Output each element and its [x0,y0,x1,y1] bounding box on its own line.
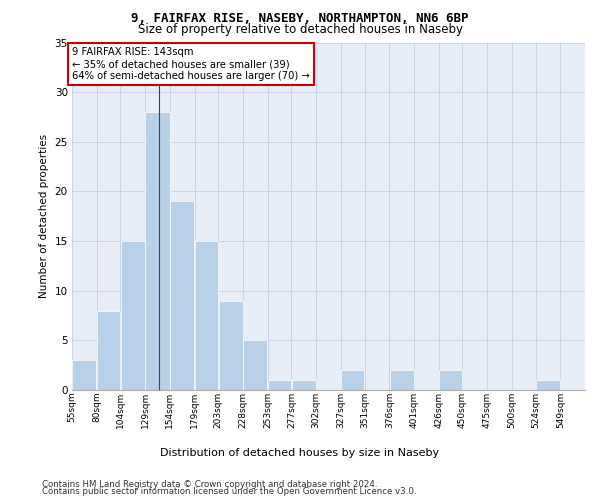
Text: Contains HM Land Registry data © Crown copyright and database right 2024.: Contains HM Land Registry data © Crown c… [42,480,377,489]
Bar [341,370,364,390]
Text: 9, FAIRFAX RISE, NASEBY, NORTHAMPTON, NN6 6BP: 9, FAIRFAX RISE, NASEBY, NORTHAMPTON, NN… [131,12,469,24]
Y-axis label: Number of detached properties: Number of detached properties [39,134,49,298]
Text: 9 FAIRFAX RISE: 143sqm
← 35% of detached houses are smaller (39)
64% of semi-det: 9 FAIRFAX RISE: 143sqm ← 35% of detached… [73,48,310,80]
Text: Size of property relative to detached houses in Naseby: Size of property relative to detached ho… [137,22,463,36]
Bar [218,300,243,390]
Bar [292,380,316,390]
Bar [145,112,170,390]
Bar [389,370,414,390]
Text: Contains public sector information licensed under the Open Government Licence v3: Contains public sector information licen… [42,487,416,496]
Bar [170,202,194,390]
Bar [243,340,268,390]
Text: Distribution of detached houses by size in Naseby: Distribution of detached houses by size … [160,448,440,458]
Bar [536,380,560,390]
Bar [195,241,218,390]
Bar [97,310,120,390]
Bar [439,370,462,390]
Bar [72,360,97,390]
Bar [268,380,291,390]
Bar [121,241,145,390]
